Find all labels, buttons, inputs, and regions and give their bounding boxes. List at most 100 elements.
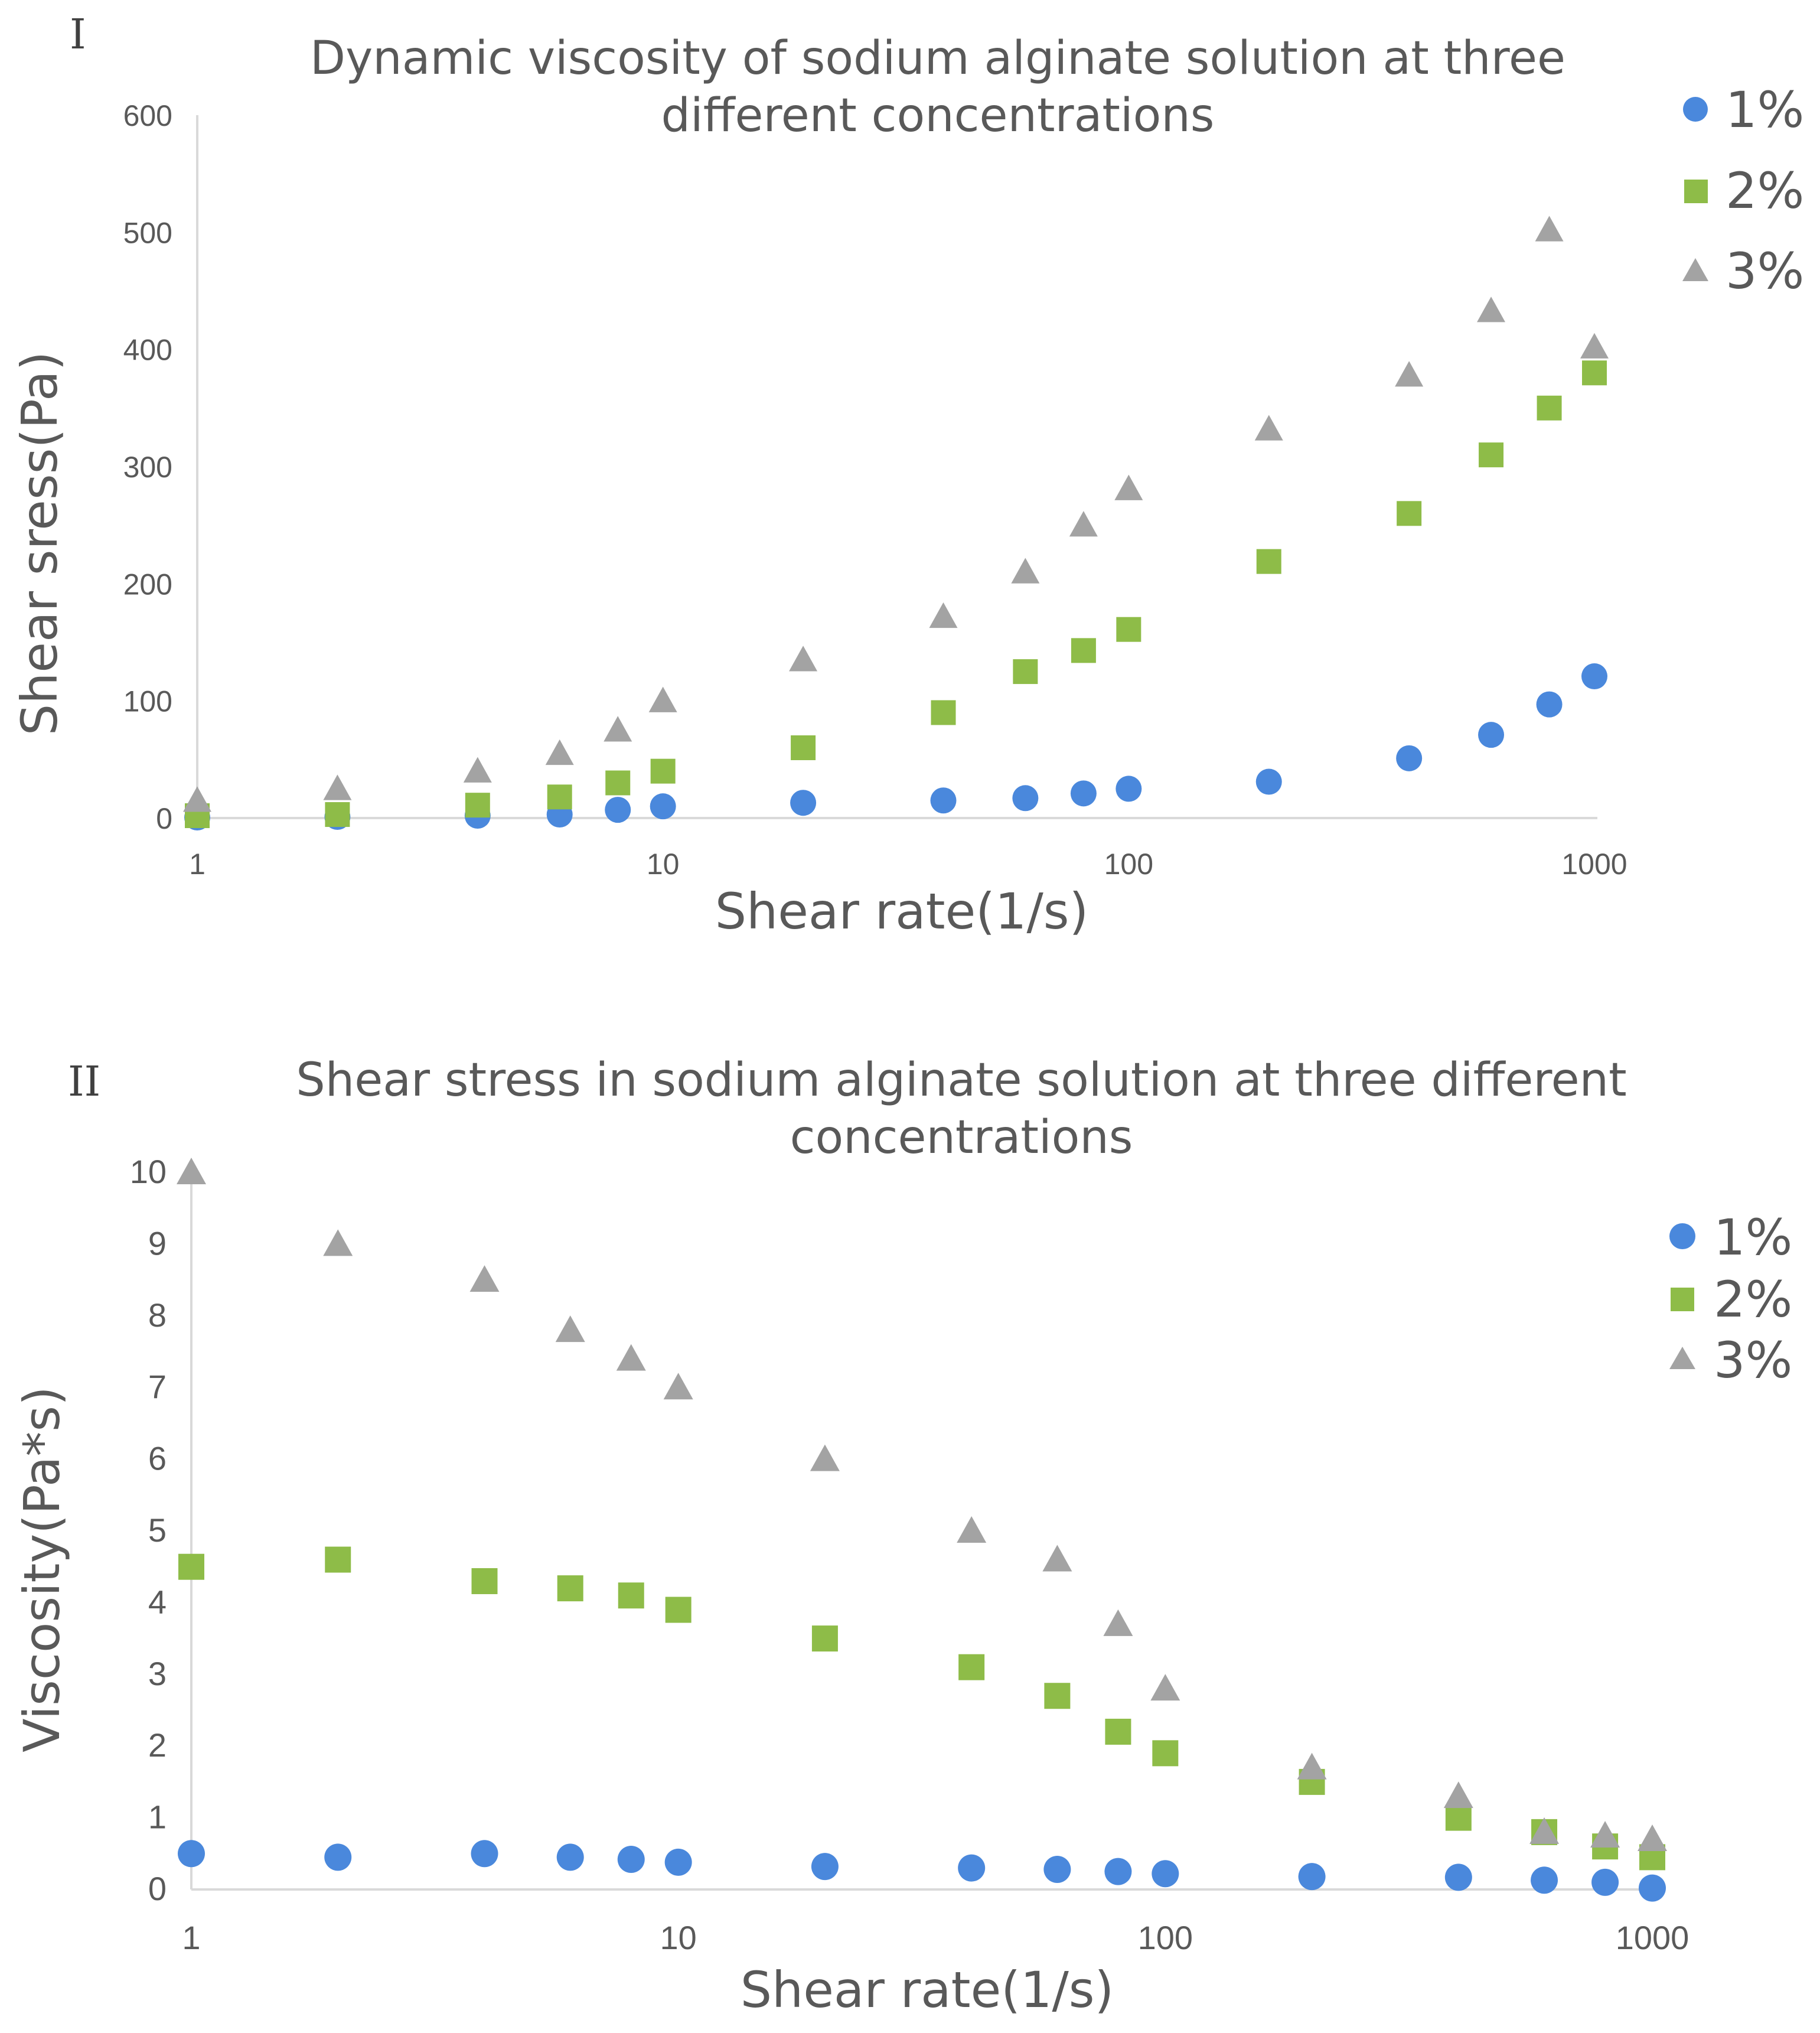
chart-ii-point-3pct (1638, 1825, 1667, 1852)
chart-ii-point-2pct (618, 1582, 644, 1609)
chart-i-point-3pct (323, 774, 352, 800)
chart-ii-legend-item-3pct[interactable]: 3% (1669, 1331, 1792, 1389)
chart-ii-point-3pct (555, 1315, 585, 1343)
chart-i-point-2pct (1013, 659, 1038, 685)
chart-i-point-1pct (1581, 663, 1607, 690)
chart-ii-legend-label-1pct: 1% (1714, 1208, 1792, 1266)
chart-i-point-3pct (789, 646, 818, 672)
chart-i-point-1pct (1255, 768, 1282, 795)
chart-i-shear-stress: I Dynamic viscosity of sodium alginate s… (11, 10, 1804, 940)
chart-ii-point-1pct (1152, 1860, 1179, 1888)
chart-i-legend-label-3pct: 3% (1726, 242, 1804, 300)
chart-ii-y-tick-label: 5 (148, 1511, 167, 1549)
chart-ii-point-3pct (1590, 1820, 1620, 1848)
chart-i-legend-item-2pct[interactable]: 2% (1684, 162, 1804, 220)
chart-ii-x-axis-label: Shear rate(1/s) (741, 1961, 1114, 2019)
chart-ii-point-2pct (1152, 1740, 1179, 1767)
chart-ii-point-2pct (325, 1546, 351, 1573)
chart-ii-y-tick-label: 8 (148, 1296, 167, 1334)
chart-i-x-tick-label: 10 (647, 848, 680, 881)
chart-i-y-tick-label: 300 (123, 451, 172, 484)
chart-i-point-2pct (1256, 549, 1281, 574)
legend-triangle-marker (1682, 258, 1708, 281)
chart-i-legend-item-1pct[interactable]: 1% (1683, 81, 1804, 139)
chart-ii-point-3pct (323, 1229, 353, 1256)
chart-ii-point-3pct (616, 1344, 646, 1371)
chart-ii-point-2pct (1445, 1804, 1472, 1831)
chart-i-point-3pct (1114, 474, 1143, 500)
chart-ii-point-1pct (1531, 1866, 1558, 1894)
chart-ii-y-axis-label: Viscosity(Pa*s) (13, 1386, 71, 1752)
chart-ii-x-tick-label: 10 (660, 1919, 697, 1956)
chart-ii-point-3pct (1042, 1545, 1072, 1572)
legend-circle-marker (1683, 97, 1708, 122)
chart-ii-legend: 1% 2% 3% (1669, 1208, 1792, 1389)
chart-ii-x-tick-label: 100 (1138, 1919, 1193, 1956)
chart-ii-point-2pct (557, 1575, 583, 1602)
chart-ii-point-1pct (811, 1853, 839, 1881)
chart-ii-y-tick-label: 7 (148, 1368, 167, 1405)
chart-i-x-tick-label: 1000 (1561, 848, 1627, 881)
chart-ii-point-3pct (810, 1444, 840, 1471)
chart-ii-point-2pct (811, 1625, 838, 1652)
chart-ii-x-ticks: 1 10 100 1000 (182, 1919, 1689, 1956)
chart-ii-y-tick-label: 10 (130, 1153, 167, 1190)
chart-ii-point-1pct (324, 1843, 352, 1871)
chart-i-point-3pct (1477, 297, 1506, 322)
chart-ii-legend-label-2pct: 2% (1714, 1270, 1792, 1328)
chart-i-point-1pct (1536, 691, 1563, 718)
chart-i-point-1pct (605, 797, 631, 823)
chart-ii-point-1pct (1444, 1863, 1472, 1891)
chart-ii-point-3pct (1150, 1674, 1180, 1701)
chart-i-y-tick-label: 100 (123, 685, 172, 718)
chart-ii-point-3pct (1103, 1609, 1133, 1636)
chart-i-point-3pct (1011, 558, 1040, 584)
chart-ii-point-1pct (1298, 1863, 1326, 1891)
chart-ii-point-3pct (469, 1265, 500, 1292)
chart-ii-point-2pct (665, 1597, 692, 1623)
chart-ii-point-2pct (958, 1654, 985, 1680)
chart-i-title-line-1: Dynamic viscosity of sodium alginate sol… (310, 32, 1565, 85)
chart-i-point-3pct (545, 739, 574, 765)
chart-i-legend: 1% 2% 3% (1682, 81, 1804, 300)
chart-ii-title-line-2: concentrations (790, 1111, 1133, 1164)
chart-ii-y-tick-label: 0 (148, 1870, 167, 1907)
chart-i-legend-item-3pct[interactable]: 3% (1682, 242, 1804, 300)
panel-label-i: I (70, 10, 86, 58)
chart-i-data-points (183, 216, 1609, 831)
chart-i-point-1pct (1116, 776, 1142, 802)
chart-ii-point-1pct (1639, 1874, 1666, 1902)
chart-ii-point-3pct (1297, 1752, 1327, 1780)
chart-ii-point-1pct (1043, 1856, 1071, 1884)
chart-i-point-2pct (1397, 501, 1422, 526)
chart-i-point-2pct (325, 802, 350, 827)
chart-i-y-tick-label: 200 (123, 568, 172, 601)
chart-ii-y-tick-label: 6 (148, 1440, 167, 1477)
chart-i-point-3pct (183, 786, 211, 812)
chart-i-y-ticks: 0 100 200 300 400 500 600 (123, 99, 172, 835)
chart-ii-point-3pct (1529, 1817, 1560, 1844)
chart-i-title-line-2: different concentrations (661, 89, 1215, 142)
chart-ii-legend-item-1pct[interactable]: 1% (1669, 1208, 1792, 1266)
chart-i-point-2pct (547, 784, 572, 810)
chart-i-point-2pct (1537, 395, 1562, 421)
chart-ii-point-1pct (178, 1840, 205, 1868)
chart-ii-point-1pct (664, 1848, 692, 1876)
chart-ii-legend-item-2pct[interactable]: 2% (1671, 1270, 1792, 1328)
chart-i-x-tick-label: 1 (189, 848, 206, 881)
chart-ii-y-tick-label: 4 (148, 1583, 167, 1620)
chart-i-point-3pct (1535, 216, 1564, 242)
chart-ii-point-1pct (617, 1846, 645, 1874)
chart-i-x-tick-label: 100 (1104, 848, 1153, 881)
chart-ii-point-3pct (957, 1516, 987, 1543)
chart-i-point-3pct (463, 757, 492, 783)
panel-label-ii: II (68, 1057, 100, 1106)
chart-i-point-1pct (1070, 780, 1097, 807)
chart-ii-point-3pct (663, 1373, 693, 1400)
chart-i-y-tick-label: 400 (123, 334, 172, 367)
chart-i-legend-label-2pct: 2% (1726, 162, 1804, 220)
chart-i-y-tick-label: 500 (123, 216, 172, 249)
chart-ii-point-3pct (1443, 1781, 1473, 1809)
chart-i-point-3pct (1395, 361, 1424, 387)
